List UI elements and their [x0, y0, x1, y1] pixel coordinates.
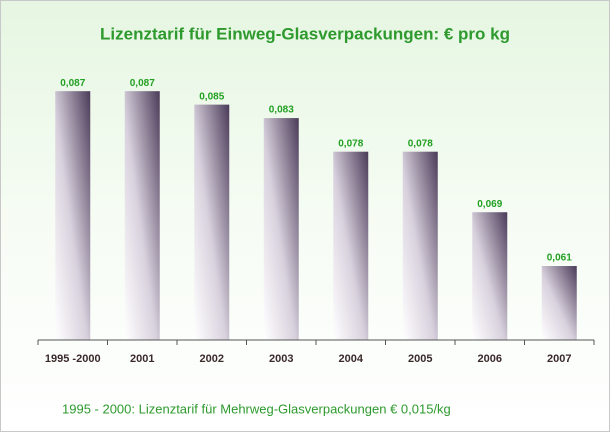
bar: [125, 91, 160, 340]
value-label: 0,069: [477, 199, 502, 210]
value-label: 0,087: [60, 78, 85, 89]
x-tick-label: 1995 -2000: [45, 353, 101, 365]
bar: [333, 152, 368, 340]
value-label: 0,078: [408, 138, 433, 149]
bar: [55, 91, 90, 340]
chart-title: Lizenztarif für Einweg-Glasverpackungen:…: [100, 24, 510, 43]
bar: [194, 105, 229, 340]
value-label: 0,061: [547, 253, 572, 264]
value-label: 0,078: [338, 138, 363, 149]
x-tick-label: 2007: [547, 353, 571, 365]
x-tick-label: 2006: [478, 353, 502, 365]
bar: [264, 118, 299, 340]
value-label: 0,087: [130, 78, 155, 89]
footnote: 1995 - 2000: Lizenztarif für Mehrweg-Gla…: [62, 401, 451, 416]
x-tick-label: 2005: [408, 353, 432, 365]
value-label: 0,083: [269, 105, 294, 116]
x-tick-label: 2001: [130, 353, 154, 365]
bar: [542, 266, 577, 340]
chart: Lizenztarif für Einweg-Glasverpackungen:…: [0, 0, 610, 432]
bar: [403, 152, 438, 340]
bar: [472, 212, 507, 340]
x-tick-label: 2002: [200, 353, 224, 365]
x-tick-label: 2004: [339, 353, 364, 365]
value-label: 0,085: [199, 91, 224, 102]
background: [1, 1, 610, 432]
x-tick-label: 2003: [269, 353, 293, 365]
